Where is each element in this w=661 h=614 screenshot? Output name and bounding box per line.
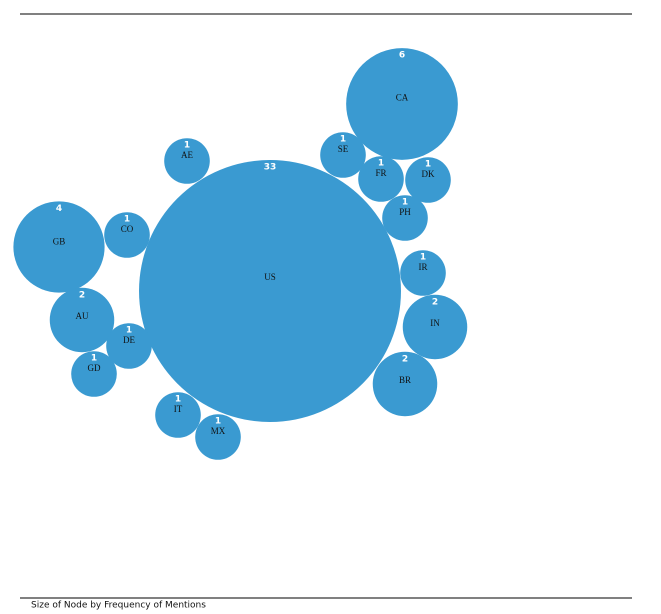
value-label: 1 — [215, 417, 221, 427]
bubble — [382, 195, 428, 241]
value-label: 33 — [264, 163, 277, 173]
bubble — [13, 201, 105, 293]
bubble — [164, 138, 210, 184]
value-label: 4 — [56, 204, 62, 214]
bubble — [139, 160, 401, 422]
bubble — [49, 287, 115, 353]
bubble-label: FR — [375, 168, 386, 178]
bubble — [372, 351, 438, 417]
bubble — [106, 323, 152, 369]
value-label: 1 — [425, 160, 431, 170]
bubble — [71, 351, 117, 397]
bubble-label: AE — [181, 150, 193, 160]
value-label: 1 — [420, 253, 426, 263]
value-label: 6 — [399, 51, 405, 61]
bubble — [346, 48, 458, 160]
bubble-label: CA — [396, 92, 409, 102]
bubble — [405, 157, 451, 203]
value-label: 1 — [175, 395, 181, 405]
bubble — [320, 132, 366, 178]
value-label: 1 — [184, 141, 190, 151]
bubble-label: US — [264, 272, 276, 282]
bubble — [358, 156, 404, 202]
bubble-label: CO — [121, 224, 134, 234]
bubble-label: SE — [338, 144, 349, 154]
bubble-label: IN — [430, 318, 440, 328]
value-label: 1 — [124, 215, 130, 225]
bubble-label: MX — [211, 426, 226, 436]
value-label: 2 — [402, 354, 408, 364]
bubble — [195, 414, 241, 460]
bubble — [400, 250, 446, 296]
value-label: 1 — [402, 198, 408, 208]
bubble-label: GB — [53, 237, 66, 247]
bubble — [402, 294, 468, 360]
bubble-label: AU — [76, 311, 89, 321]
bubble-label: PH — [399, 207, 411, 217]
value-label: 1 — [126, 326, 132, 336]
bubble-label: DE — [123, 335, 135, 345]
bubble-label: DK — [422, 169, 435, 179]
caption: Size of Node by Frequency of Mentions — [31, 601, 206, 611]
value-label: 1 — [340, 135, 346, 145]
bubble-label: BR — [399, 375, 411, 385]
bubble-label: IR — [419, 262, 428, 272]
bubble-label: IT — [174, 404, 183, 414]
value-label: 2 — [79, 290, 85, 300]
bubble — [104, 212, 150, 258]
bubble — [155, 392, 201, 438]
value-label: 2 — [432, 297, 438, 307]
value-label: 1 — [378, 159, 384, 169]
value-label: 1 — [91, 354, 97, 364]
bubble-label: GD — [88, 363, 101, 373]
